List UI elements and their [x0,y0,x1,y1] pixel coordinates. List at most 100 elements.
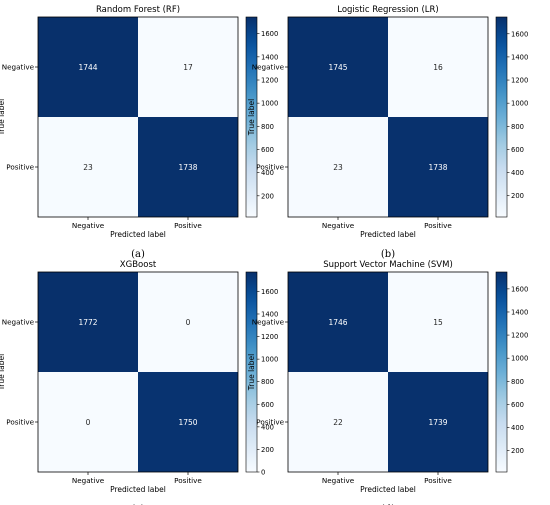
colorbar-tick-label: 1000 [261,100,278,108]
y-axis-label: True label [0,354,6,391]
x-tick-label: Negative [322,221,355,230]
heatmap-cell-0-1 [388,17,488,117]
x-tick-label: Positive [174,476,202,485]
x-tick-label: Negative [72,221,105,230]
colorbar-tick-label: 200 [261,446,274,454]
confusion-matrix-panel-1: Logistic Regression (LR) 1745 16 23 1738 Nega… [247,5,528,260]
panel-caption: (b) [381,249,395,260]
x-tick-label: Positive [424,221,452,230]
heatmap-cell-1-1 [138,117,238,217]
colorbar-tick-label: 600 [261,146,274,154]
heatmap-cell-0-1 [138,272,238,372]
colorbar-tick-label: 400 [511,424,524,432]
colorbar-tick-label: 1600 [261,288,278,296]
heatmap-frame [287,16,489,218]
cell-value-label: 1750 [178,418,197,427]
colorbar [245,271,258,473]
cell-value-label: 1746 [328,318,347,327]
heatmap-cell-0-0 [38,272,138,372]
heatmap-cell-0-0 [288,17,388,117]
colorbar-tick-label: 1000 [261,356,278,364]
cell-value-label: 1738 [428,163,447,172]
colorbar-tick-label: 200 [511,192,524,200]
x-axis-label: Predicted label [360,485,416,494]
cell-value-label: 23 [333,163,343,172]
colorbar-tick-label: 1400 [261,310,278,318]
chart-title: Random Forest (RF) [96,5,180,15]
cell-value-label: 15 [433,318,443,327]
x-axis-label: Predicted label [110,230,166,239]
heatmap-frame [287,271,489,473]
colorbar-tick-label: 600 [511,401,524,409]
heatmap-cell-0-1 [138,17,238,117]
heatmap-cell-1-1 [388,372,488,472]
confusion-matrix-panel-3: Support Vector Machine (SVM) 1746 15 22 1739… [247,260,528,505]
heatmap-cell-1-0 [38,117,138,217]
heatmap-cell-0-0 [38,17,138,117]
colorbar [495,271,508,473]
y-tick-label: Positive [256,418,284,427]
panel-caption: (a) [131,249,145,260]
colorbar-tick-label: 1600 [511,285,528,293]
heatmap-cell-1-0 [288,117,388,217]
colorbar-tick-label: 1200 [261,333,278,341]
colorbar-tick-label: 800 [261,378,274,386]
cell-value-label: 1738 [178,163,197,172]
colorbar [245,16,258,218]
colorbar-tick-label: 1600 [261,30,278,38]
heatmap-cell-1-0 [288,372,388,472]
x-tick-label: Negative [72,476,105,485]
heatmap-cell-1-0 [38,372,138,472]
confusion-matrix-panel-2: XGBoost 1772 0 0 1750 Negative Positive Negativ… [0,260,278,505]
chart-title: Support Vector Machine (SVM) [323,260,453,270]
colorbar-tick-label: 1400 [261,53,278,61]
x-axis-label: Predicted label [360,230,416,239]
colorbar-tick-label: 400 [261,169,274,177]
y-tick-label: Negative [252,63,285,72]
chart-title: Logistic Regression (LR) [337,5,439,15]
colorbar [495,16,508,218]
colorbar-tick-label: 600 [511,146,524,154]
chart-title: XGBoost [120,260,157,270]
y-tick-label: Positive [6,418,34,427]
colorbar-tick-label: 1000 [511,100,528,108]
cell-value-label: 1772 [78,318,97,327]
heatmap-cell-1-1 [388,117,488,217]
x-axis-label: Predicted label [110,485,166,494]
colorbar-tick-label: 1600 [511,30,528,38]
colorbar-tick-label: 1000 [511,355,528,363]
colorbar-tick-label: 200 [511,447,524,455]
y-axis-label: True label [247,99,256,136]
y-axis-label: True label [0,99,6,136]
confusion-matrix-panel-0: Random Forest (RF) 1744 17 23 1738 Negative Po… [0,5,278,260]
heatmap-cell-0-0 [288,272,388,372]
y-tick-label: Negative [2,318,35,327]
heatmap-cell-1-1 [138,372,238,472]
colorbar-tick-label: 1400 [511,53,528,61]
colorbar-tick-label: 800 [511,378,524,386]
colorbar-tick-label: 400 [511,169,524,177]
y-tick-label: Positive [6,163,34,172]
heatmap-cell-0-1 [388,272,488,372]
y-tick-label: Negative [252,318,285,327]
colorbar-tick-label: 1200 [511,77,528,85]
cell-value-label: 17 [183,63,193,72]
colorbar-tick-label: 1200 [261,76,278,84]
y-tick-label: Negative [2,63,35,72]
cell-value-label: 22 [333,418,343,427]
cell-value-label: 0 [86,418,91,427]
colorbar-tick-label: 400 [261,423,274,431]
y-axis-label: True label [247,354,256,391]
heatmap-frame [37,16,239,218]
x-tick-label: Positive [174,221,202,230]
cell-value-label: 1744 [78,63,97,72]
x-tick-label: Positive [424,476,452,485]
x-tick-label: Negative [322,476,355,485]
y-tick-label: Positive [256,163,284,172]
colorbar-tick-label: 1200 [511,332,528,340]
cell-value-label: 0 [186,318,191,327]
colorbar-tick-label: 0 [261,469,265,477]
cell-value-label: 1739 [428,418,447,427]
cell-value-label: 1745 [328,63,347,72]
